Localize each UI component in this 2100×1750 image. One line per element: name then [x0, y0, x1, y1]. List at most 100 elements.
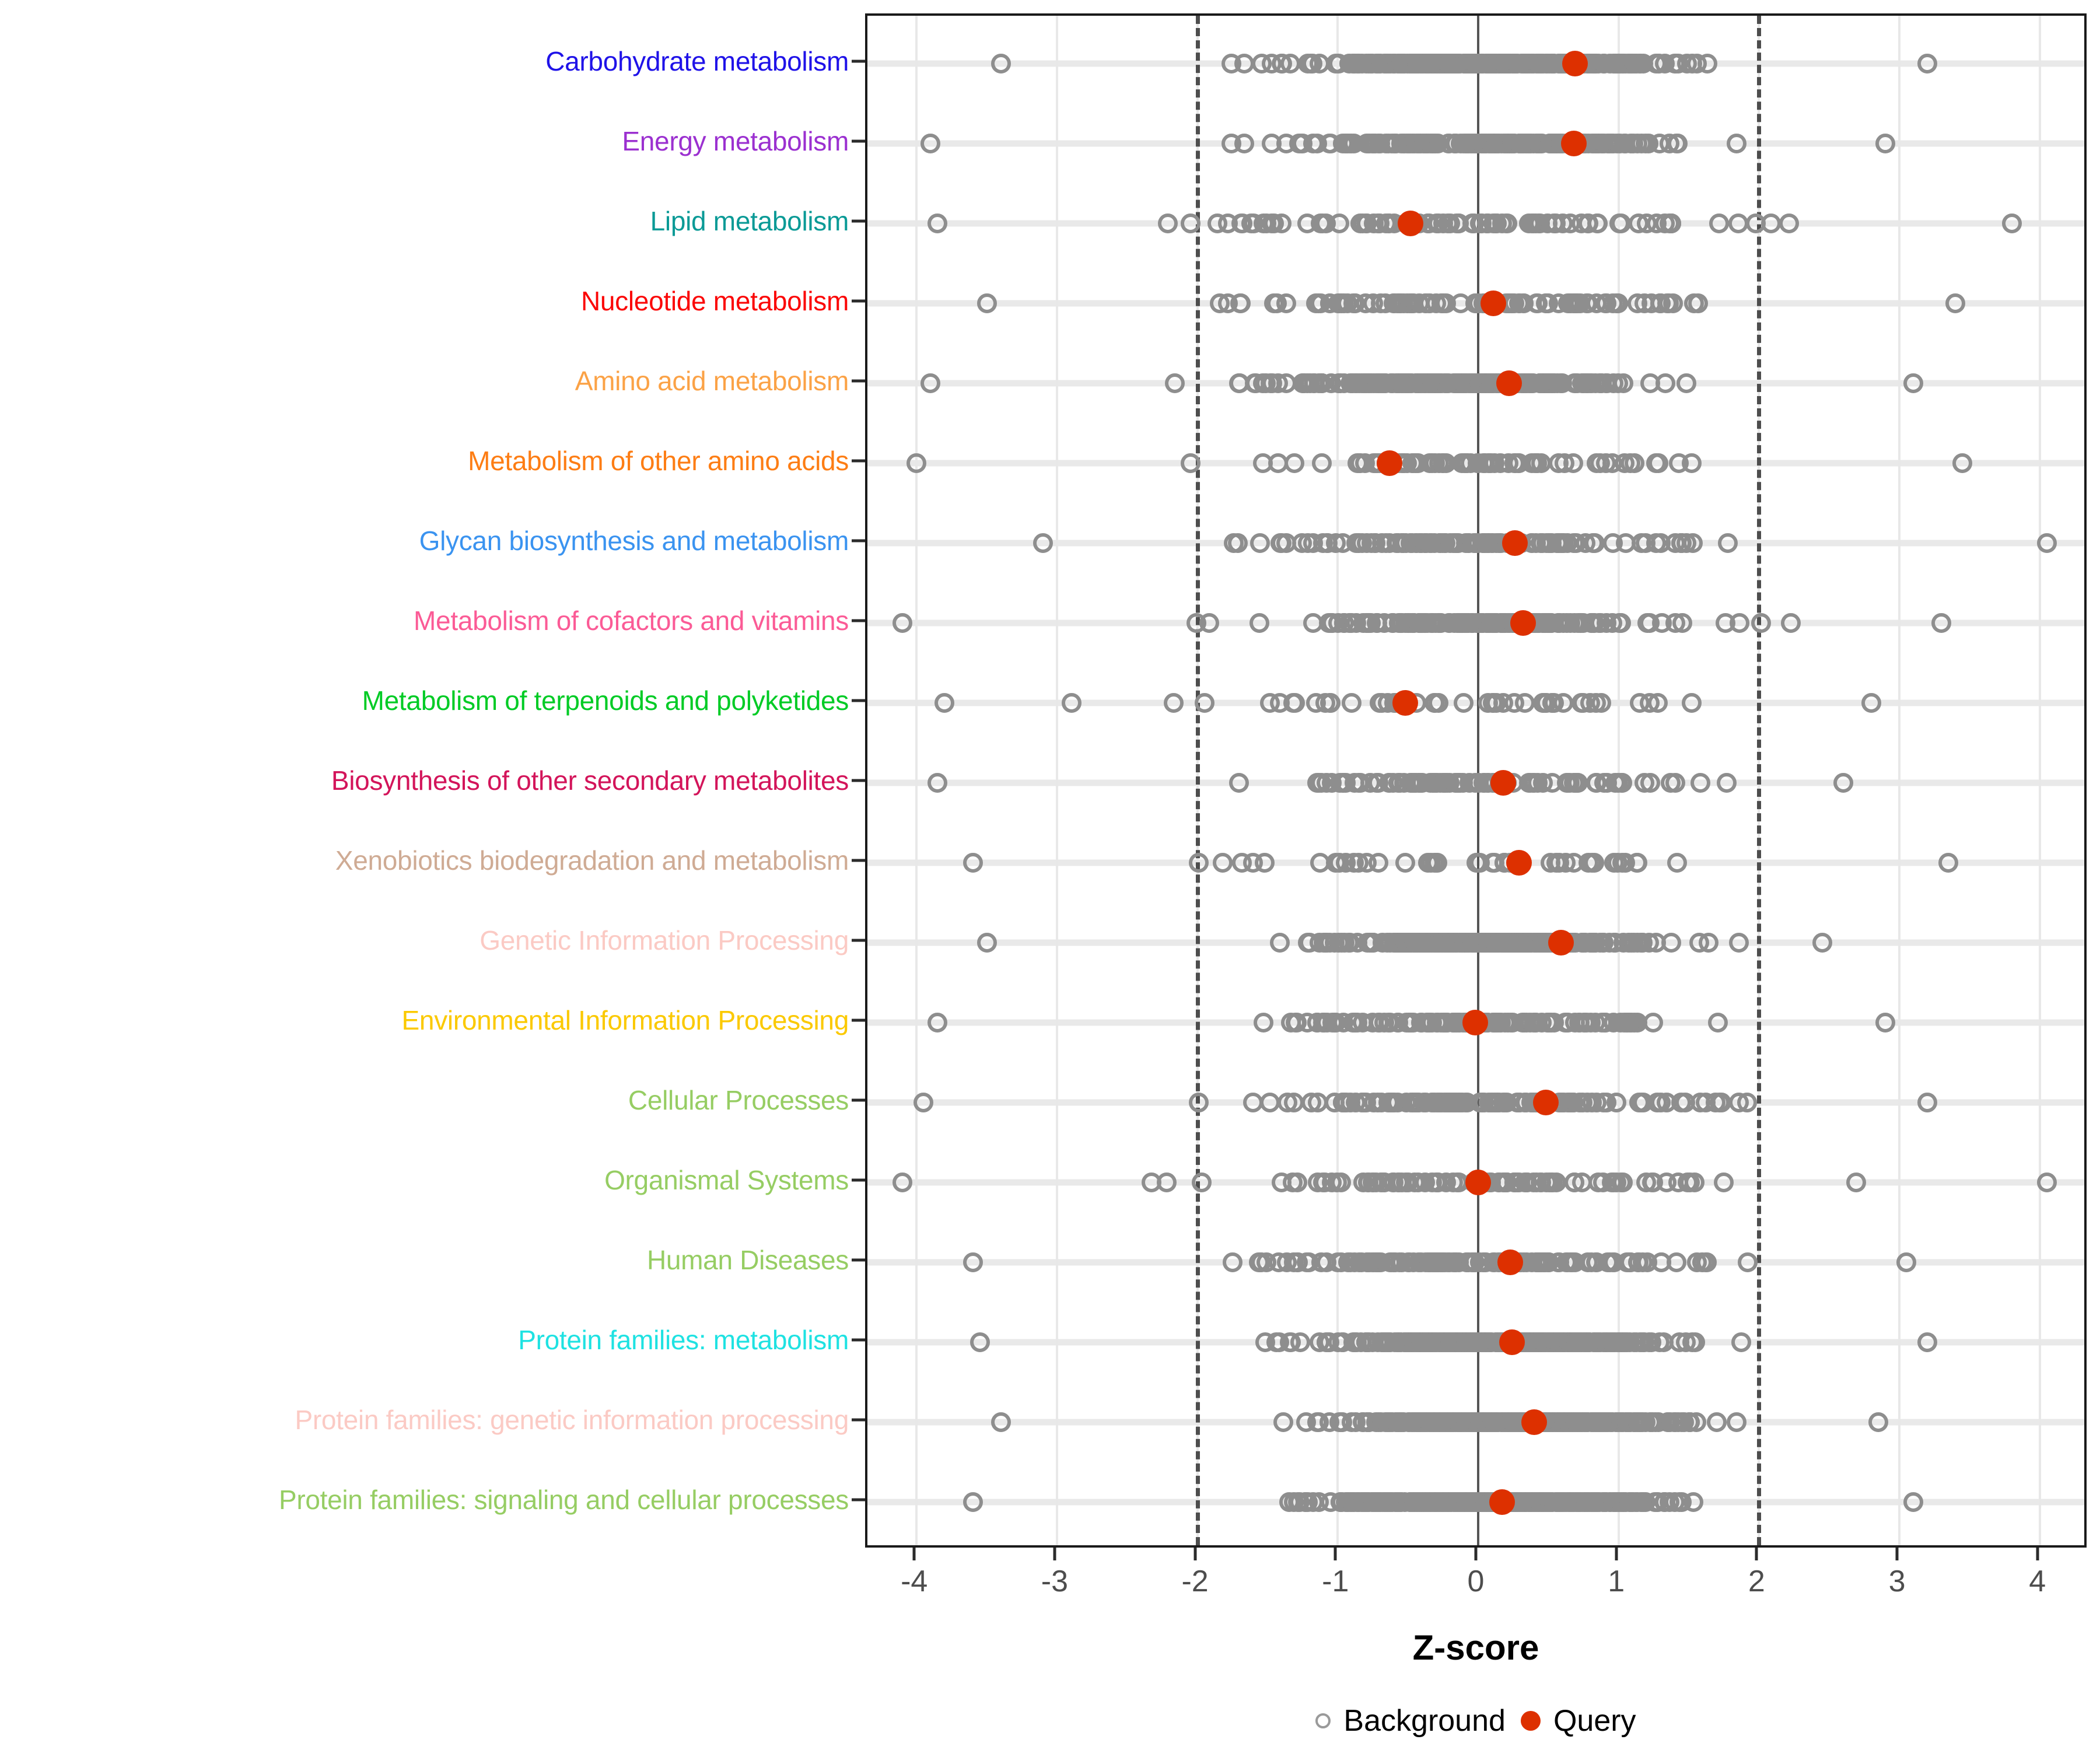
- query-point[interactable]: [1489, 1489, 1515, 1515]
- background-point: [1452, 1492, 1473, 1512]
- background-point: [1945, 293, 1966, 313]
- background-point: [1623, 134, 1643, 153]
- background-point: [1477, 214, 1497, 233]
- background-point: [1242, 1093, 1263, 1112]
- background-point: [1640, 613, 1660, 633]
- background-point: [1342, 693, 1362, 713]
- query-point[interactable]: [1499, 1329, 1525, 1355]
- query-point[interactable]: [1392, 690, 1418, 716]
- query-point[interactable]: [1462, 1010, 1489, 1035]
- background-point: [1426, 613, 1446, 633]
- legend-item-background[interactable]: Background: [1315, 1703, 1506, 1738]
- background-point: [1681, 453, 1702, 473]
- background-point: [1317, 533, 1337, 553]
- background-point: [1671, 533, 1692, 553]
- y-axis-label[interactable]: Nucleotide metabolism: [580, 286, 849, 316]
- background-point: [1779, 214, 1799, 233]
- background-point: [1681, 693, 1702, 713]
- query-point[interactable]: [1560, 131, 1587, 156]
- background-point: [1717, 533, 1738, 553]
- y-axis-label[interactable]: Protein families: genetic information pr…: [295, 1405, 849, 1435]
- y-axis-label[interactable]: Energy metabolism: [622, 126, 849, 156]
- y-axis-label[interactable]: Amino acid metabolism: [575, 366, 849, 396]
- background-point: [1604, 1492, 1625, 1512]
- category-row: [867, 925, 2084, 960]
- x-axis-tick: [1615, 1548, 1618, 1560]
- y-axis-label[interactable]: Metabolism of terpenoids and polyketides: [362, 685, 849, 716]
- background-point: [1544, 1013, 1564, 1032]
- query-point[interactable]: [1521, 1409, 1548, 1435]
- background-point: [1250, 613, 1270, 633]
- y-axis-label[interactable]: Carbohydrate metabolism: [545, 46, 849, 76]
- background-point: [1515, 693, 1535, 713]
- background-point: [1253, 373, 1273, 393]
- query-point[interactable]: [1480, 290, 1507, 316]
- background-point: [1483, 853, 1503, 873]
- background-point: [1636, 1172, 1656, 1192]
- background-point: [1329, 853, 1349, 873]
- query-point[interactable]: [1490, 770, 1517, 796]
- background-point: [1334, 1093, 1354, 1112]
- background-point: [914, 1093, 934, 1112]
- background-point: [1539, 373, 1559, 393]
- y-axis-label[interactable]: Human Diseases: [646, 1245, 849, 1275]
- background-point: [1353, 1492, 1374, 1512]
- y-axis-label[interactable]: Cellular Processes: [628, 1085, 849, 1115]
- background-point: [991, 54, 1011, 74]
- background-point: [1780, 613, 1801, 633]
- background-point: [1525, 1492, 1545, 1512]
- query-point[interactable]: [1377, 450, 1403, 476]
- background-point: [1189, 853, 1209, 873]
- y-axis-label[interactable]: Metabolism of other amino acids: [468, 446, 849, 476]
- query-point[interactable]: [1532, 1090, 1559, 1115]
- y-axis-label[interactable]: Protein families: metabolism: [518, 1325, 849, 1355]
- background-point: [1686, 1252, 1707, 1272]
- query-point[interactable]: [1496, 370, 1522, 396]
- background-point: [1379, 533, 1399, 553]
- background-point: [1358, 1412, 1378, 1432]
- background-point: [1647, 693, 1668, 713]
- y-axis-label[interactable]: Biosynthesis of other secondary metaboli…: [331, 765, 849, 796]
- background-point: [1492, 933, 1512, 953]
- query-point[interactable]: [1506, 850, 1532, 876]
- query-point[interactable]: [1548, 930, 1574, 956]
- background-point: [1349, 853, 1369, 873]
- background-point: [1450, 1093, 1470, 1112]
- x-axis-title: Z-score: [1412, 1628, 1539, 1667]
- background-point: [1260, 1093, 1280, 1112]
- y-axis-label[interactable]: Environmental Information Processing: [401, 1005, 849, 1035]
- y-axis-label[interactable]: Xenobiotics biodegradation and metabolis…: [335, 845, 849, 876]
- x-axis-tick-label: -1: [1322, 1564, 1349, 1598]
- background-point: [1594, 773, 1614, 793]
- query-point[interactable]: [1465, 1170, 1491, 1195]
- background-point: [1613, 1172, 1633, 1192]
- x-axis-tick: [2036, 1548, 2039, 1560]
- background-point: [1394, 134, 1415, 153]
- y-axis-label[interactable]: Metabolism of cofactors and vitamins: [414, 606, 849, 636]
- background-point: [1234, 54, 1254, 74]
- background-point: [1578, 853, 1598, 873]
- background-point: [1218, 214, 1238, 233]
- y-axis-label[interactable]: Genetic Information Processing: [480, 925, 849, 956]
- background-point: [1646, 533, 1666, 553]
- background-point: [977, 293, 997, 313]
- y-axis-label[interactable]: Lipid metabolism: [650, 206, 849, 236]
- legend-item-query[interactable]: Query: [1520, 1703, 1636, 1738]
- background-point: [1319, 1412, 1339, 1432]
- background-point: [1331, 1492, 1352, 1512]
- background-point: [1392, 1172, 1412, 1192]
- y-axis-label[interactable]: Glycan biosynthesis and metabolism: [419, 526, 849, 556]
- query-point[interactable]: [1497, 1250, 1524, 1275]
- y-axis-label[interactable]: Protein families: signaling and cellular…: [278, 1485, 849, 1515]
- x-axis-tick-label: 4: [2029, 1564, 2046, 1598]
- background-point: [1558, 1093, 1578, 1112]
- query-point[interactable]: [1398, 211, 1424, 236]
- query-point[interactable]: [1562, 51, 1588, 76]
- background-point: [1565, 293, 1586, 313]
- y-axis-tick: [852, 1178, 865, 1182]
- background-point: [1253, 214, 1273, 233]
- query-point[interactable]: [1510, 610, 1536, 636]
- y-axis-label[interactable]: Organismal Systems: [604, 1165, 849, 1195]
- background-point: [1373, 1332, 1393, 1352]
- query-point[interactable]: [1502, 530, 1528, 556]
